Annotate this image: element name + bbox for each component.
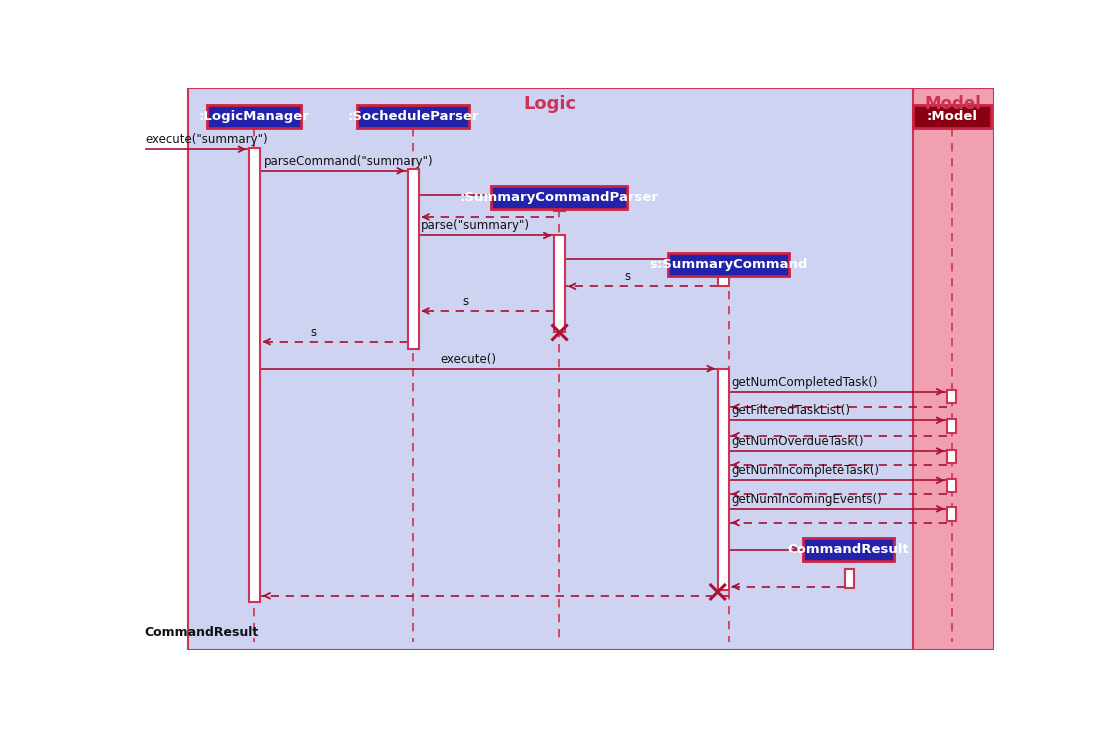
Bar	[947, 419, 956, 433]
Text: Model: Model	[925, 96, 981, 113]
Bar	[947, 391, 956, 403]
Bar	[208, 104, 301, 128]
Bar	[803, 538, 894, 561]
Bar	[554, 196, 565, 211]
Text: getNumIncompleteTask(): getNumIncompleteTask()	[731, 464, 879, 477]
Text: parseCommand("summary"): parseCommand("summary")	[264, 155, 433, 168]
Bar	[189, 88, 941, 650]
Text: Logic: Logic	[523, 96, 577, 113]
Text: execute(): execute()	[440, 353, 497, 366]
Bar	[947, 507, 956, 521]
Text: :LogicManager: :LogicManager	[199, 110, 310, 123]
Text: CommandResult: CommandResult	[145, 626, 258, 639]
Text: s: s	[310, 326, 316, 339]
Bar	[845, 569, 854, 588]
Text: getNumCompletedTask(): getNumCompletedTask()	[731, 376, 878, 388]
Bar	[491, 186, 627, 210]
Bar	[718, 369, 729, 590]
Bar	[913, 88, 994, 650]
Bar	[913, 104, 990, 128]
Bar	[947, 479, 956, 492]
Text: CommandResult: CommandResult	[788, 543, 910, 556]
Text: s:SummaryCommand: s:SummaryCommand	[649, 258, 808, 272]
Bar	[554, 236, 565, 332]
Text: s: s	[461, 295, 468, 308]
Text: parse("summary"): parse("summary")	[421, 219, 530, 232]
Text: s: s	[625, 270, 630, 283]
Text: :SummaryCommandParser: :SummaryCommandParser	[459, 191, 658, 204]
Text: execute("summary"): execute("summary")	[146, 133, 268, 146]
Text: getNumOverdueTask(): getNumOverdueTask()	[731, 435, 863, 448]
Bar	[947, 450, 956, 463]
Text: :SocheduleParser: :SocheduleParser	[348, 110, 479, 123]
Text: :Model: :Model	[926, 110, 977, 123]
Bar	[248, 147, 259, 602]
Bar	[357, 104, 469, 128]
Text: getFilteredTaskList(): getFilteredTaskList()	[731, 404, 850, 417]
Text: getNumIncomingEvents(): getNumIncomingEvents()	[731, 493, 882, 506]
Bar	[669, 253, 788, 276]
Bar	[407, 169, 418, 350]
Bar	[718, 258, 729, 286]
